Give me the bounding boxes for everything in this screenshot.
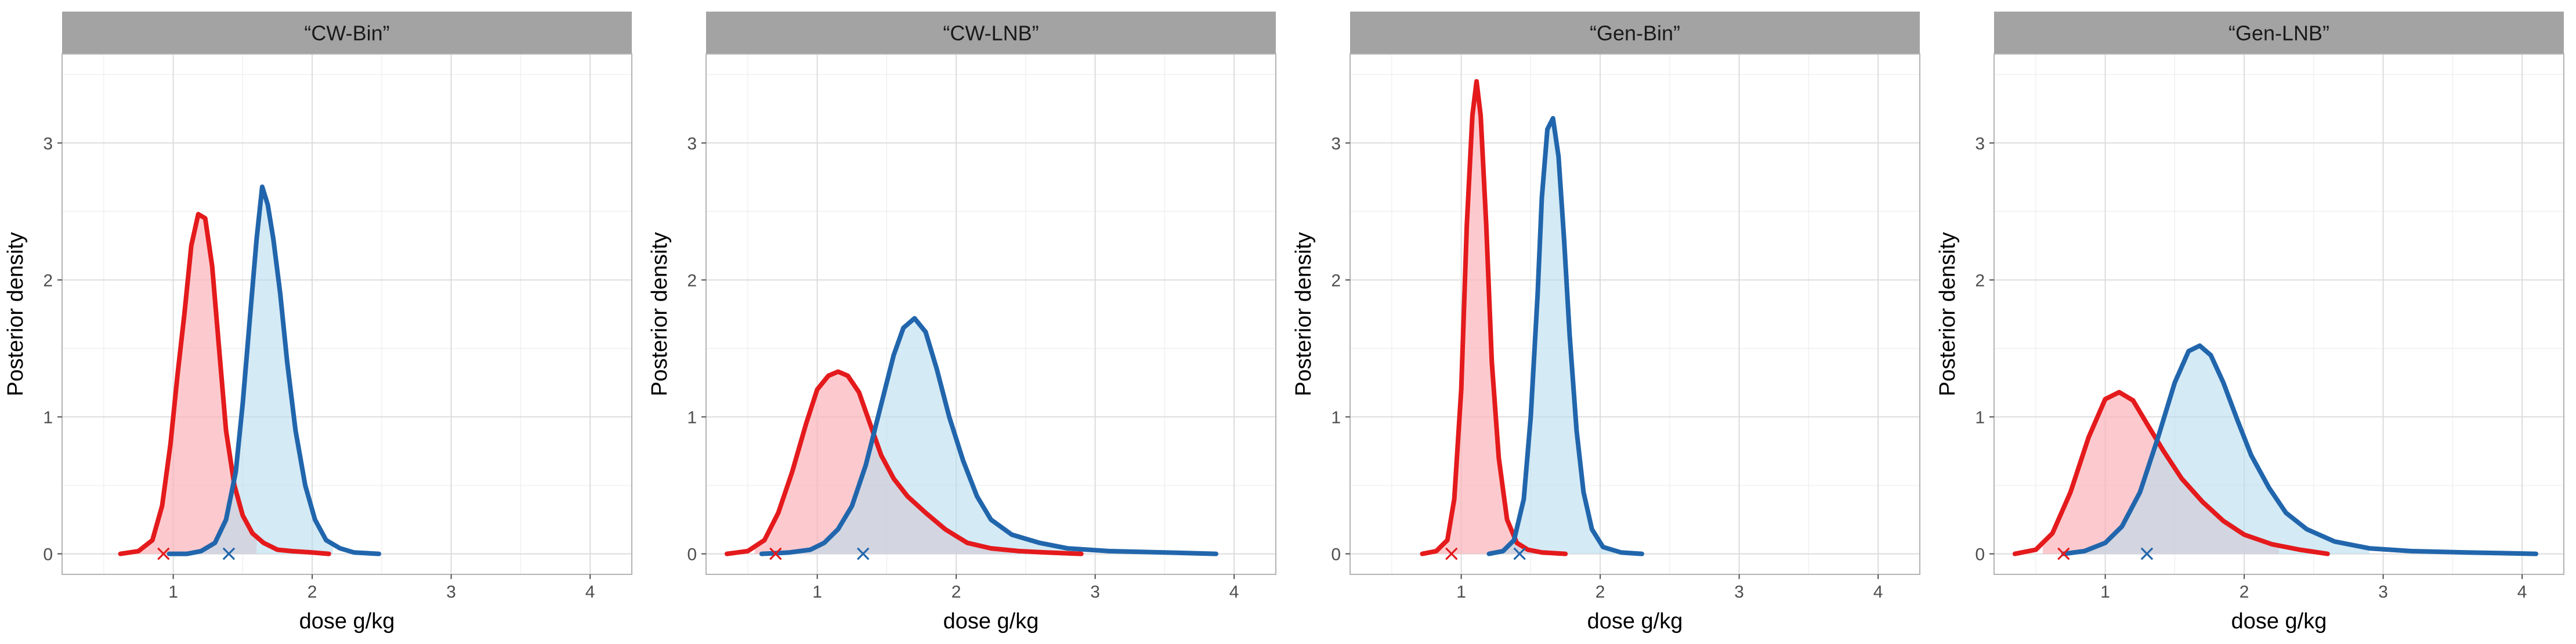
blue-marker: ×	[2138, 541, 2157, 566]
x-axis-title: dose g/kg	[2231, 609, 2327, 634]
plot-background	[62, 54, 632, 574]
x-tick-label: 4	[585, 583, 595, 602]
y-tick-label: 0	[43, 545, 53, 565]
y-tick-label: 0	[1975, 545, 1985, 565]
facet-strip	[706, 12, 1276, 54]
x-tick-label: 2	[951, 583, 961, 602]
x-tick-label: 3	[1734, 583, 1744, 602]
x-axis-title: dose g/kg	[943, 609, 1039, 634]
blue-density-line	[167, 184, 382, 556]
panel-4: “Gen-LNB” × × 1 2 3 4 0 1 2 3 dose g/kg Posterior de…	[1935, 12, 2564, 634]
y-tick-label: 1	[43, 408, 53, 428]
y-tick-label: 2	[1331, 271, 1341, 290]
facet-title: “Gen-Bin”	[1590, 21, 1680, 45]
blue-marker: ×	[854, 541, 873, 566]
y-tick-label: 1	[1975, 408, 1985, 428]
plot-background	[1350, 54, 1920, 574]
facet-title: “CW-Bin”	[304, 21, 389, 45]
red-density-line	[724, 369, 1084, 556]
blue-density-area	[2070, 345, 2369, 554]
red-density-line	[1420, 79, 1568, 556]
facet-title: “CW-LNB”	[943, 21, 1039, 45]
x-tick-label: 3	[2378, 583, 2388, 602]
x-tick-label: 2	[2239, 583, 2249, 602]
x-tick-label: 2	[1595, 583, 1605, 602]
facet-strip	[1350, 12, 1920, 54]
x-axis-title: dose g/kg	[1587, 609, 1683, 634]
red-marker: ×	[1442, 541, 1461, 566]
x-axis-title: dose g/kg	[299, 609, 395, 634]
facet-strip	[62, 12, 632, 54]
y-tick-label: 3	[1331, 134, 1341, 153]
y-axis-title: Posterior density	[1291, 232, 1316, 396]
panel-border	[61, 53, 632, 575]
x-tick-label: 2	[307, 583, 317, 602]
blue-density-line	[759, 316, 1218, 556]
y-tick-label: 2	[687, 271, 697, 290]
x-tick-label: 4	[2517, 583, 2527, 602]
x-tick-label: 3	[446, 583, 456, 602]
red-density-line	[2012, 390, 2330, 556]
panel-border	[1349, 53, 1920, 575]
x-tick-label: 4	[1229, 583, 1239, 602]
x-tick-label: 1	[2100, 583, 2110, 602]
blue-density-area	[1482, 118, 1615, 554]
red-density-area	[1430, 81, 1559, 554]
panel-3: “Gen-Bin” × × 1 2 3 4 0 1 2 3 dose g/kg Posterior de…	[1291, 12, 1920, 634]
panel-2: “CW-LNB” × × 1 2 3 4 0 1 2 3 dose g/kg Posterior den…	[647, 12, 1276, 634]
x-tick-label: 3	[1090, 583, 1100, 602]
x-tick-label: 1	[1456, 583, 1466, 602]
y-tick-label: 0	[1331, 545, 1341, 565]
y-tick-label: 0	[687, 545, 697, 565]
y-tick-label: 1	[1331, 408, 1341, 428]
blue-density-area	[789, 318, 1074, 554]
y-tick-label: 3	[43, 134, 53, 153]
red-density-area	[134, 214, 257, 554]
y-tick-label: 3	[687, 134, 697, 153]
y-axis-title: Posterior density	[1935, 232, 1960, 396]
blue-marker: ×	[1510, 541, 1529, 566]
blue-density-line	[1486, 115, 1644, 556]
panel-border	[1993, 53, 2564, 575]
red-marker: ×	[2054, 541, 2073, 566]
panel-border	[705, 53, 1276, 575]
red-density-line	[118, 212, 331, 556]
y-tick-label: 3	[1975, 134, 1985, 153]
x-tick-label: 1	[168, 583, 178, 602]
panel-1: “CW-Bin” × × 1 2 3 4 0 1 2 3 dose g/kg Posterior den…	[3, 12, 632, 634]
red-marker: ×	[766, 541, 785, 566]
blue-marker: ×	[219, 541, 238, 566]
red-marker: ×	[154, 541, 173, 566]
x-tick-label: 1	[812, 583, 822, 602]
y-tick-label: 2	[43, 271, 53, 290]
y-tick-label: 1	[687, 408, 697, 428]
y-axis-title: Posterior density	[3, 232, 28, 396]
facet-strip	[1994, 12, 2564, 54]
y-tick-label: 2	[1975, 271, 1985, 290]
facet-title: “Gen-LNB”	[2228, 21, 2329, 45]
blue-density-line	[2061, 343, 2539, 556]
x-tick-label: 4	[1873, 583, 1883, 602]
y-axis-title: Posterior density	[647, 232, 672, 396]
